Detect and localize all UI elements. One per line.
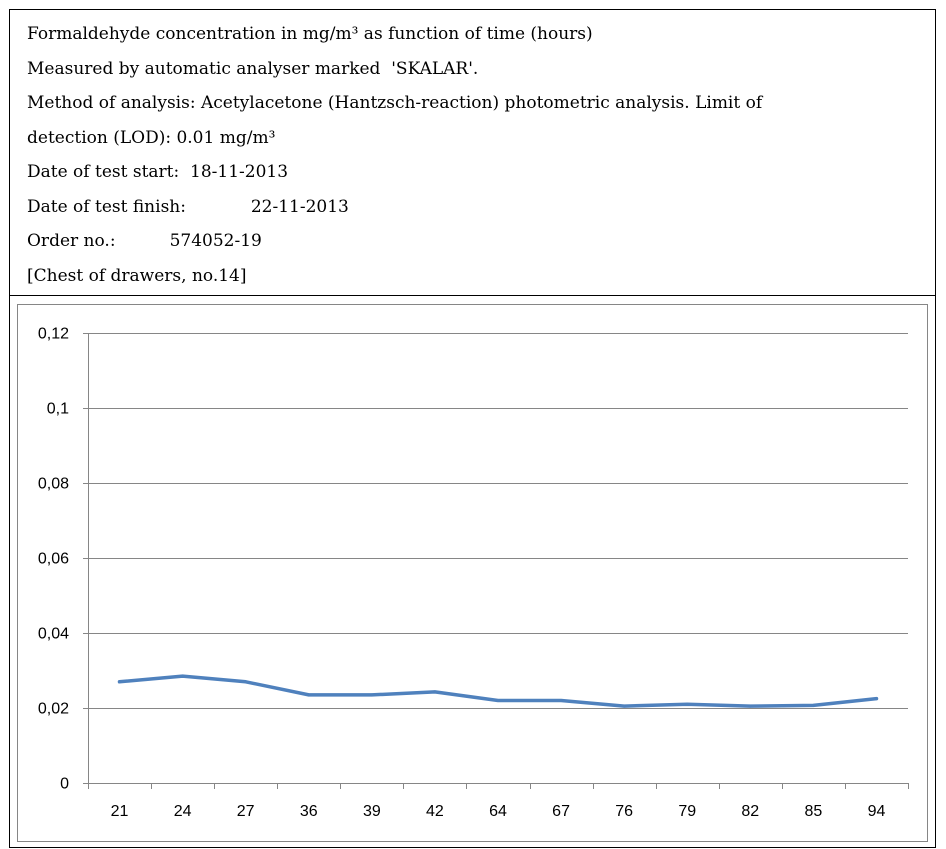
method-line: Method of analysis: Acetylacetone (Hantz… bbox=[27, 93, 763, 113]
lod-line: detection (LOD): 0.01 mg/m³ bbox=[27, 127, 276, 148]
x-tick-label-2: 27 bbox=[237, 803, 255, 820]
x-tick-label-10: 82 bbox=[741, 803, 759, 820]
report-table: Formaldehyde concentration in mg/m³ as f… bbox=[9, 9, 936, 848]
x-tick-label-0: 21 bbox=[111, 803, 129, 820]
x-tick-label-1: 24 bbox=[174, 803, 192, 820]
y-tick-label-1: 0,02 bbox=[38, 701, 69, 718]
data-point-0-11 bbox=[811, 703, 815, 707]
y-tick-label-0: 0 bbox=[60, 776, 69, 793]
start-date-line: Date of test start: 18-11-2013 bbox=[27, 162, 289, 182]
order-number-line: Order no.: 574052-19 bbox=[27, 231, 262, 251]
x-tick-label-8: 76 bbox=[615, 803, 633, 820]
sample-line: [Chest of drawers, no.14] bbox=[27, 265, 247, 286]
y-tick-label-2: 0,04 bbox=[38, 626, 69, 643]
title-line: Formaldehyde concentration in mg/m³ as f… bbox=[27, 24, 593, 44]
x-tick-label-3: 36 bbox=[300, 803, 318, 820]
data-point-0-7 bbox=[559, 699, 563, 702]
x-tick-label-4: 39 bbox=[363, 803, 381, 820]
chart-frame: 0 0,02 0,04 0,06 0,08 0,1 0,12 21 24 27 36 39 42 64 67… bbox=[17, 304, 928, 842]
data-point-0-3 bbox=[307, 693, 311, 697]
x-tick-label-5: 42 bbox=[426, 803, 444, 820]
y-tick-label-6: 0,12 bbox=[38, 326, 69, 343]
data-point-0-1 bbox=[181, 674, 185, 678]
y-tick-label-5: 0,1 bbox=[47, 401, 69, 418]
data-point-0-8 bbox=[622, 704, 626, 708]
finish-date-line: Date of test finish: 22-11-2013 bbox=[27, 196, 349, 217]
data-point-0-12 bbox=[875, 697, 878, 701]
data-point-0-0 bbox=[118, 680, 121, 684]
data-point-0-4 bbox=[370, 693, 374, 697]
data-point-0-9 bbox=[685, 702, 689, 706]
chart-cell: 0 0,02 0,04 0,06 0,08 0,1 0,12 21 24 27 36 39 42 64 67… bbox=[10, 297, 935, 847]
x-tick-label-6: 64 bbox=[489, 803, 507, 820]
data-point-0-2 bbox=[244, 680, 248, 684]
x-tick-label-12: 94 bbox=[868, 803, 886, 820]
y-tick-label-3: 0,06 bbox=[38, 551, 69, 568]
y-tick-label-4: 0,08 bbox=[38, 476, 69, 493]
analyser-line: Measured by automatic analyser marked 'S… bbox=[27, 58, 479, 79]
chart-svg: 0 0,02 0,04 0,06 0,08 0,1 0,12 21 24 27 36 39 42 64 67… bbox=[38, 326, 909, 820]
report-header: Formaldehyde concentration in mg/m³ as f… bbox=[10, 10, 935, 296]
data-point-0-6 bbox=[496, 699, 500, 702]
x-tick-label-9: 79 bbox=[678, 803, 696, 820]
x-tick-label-7: 67 bbox=[552, 803, 570, 820]
data-point-0-10 bbox=[748, 704, 752, 708]
x-tick-label-11: 85 bbox=[804, 803, 822, 820]
data-point-0-5 bbox=[433, 690, 437, 694]
